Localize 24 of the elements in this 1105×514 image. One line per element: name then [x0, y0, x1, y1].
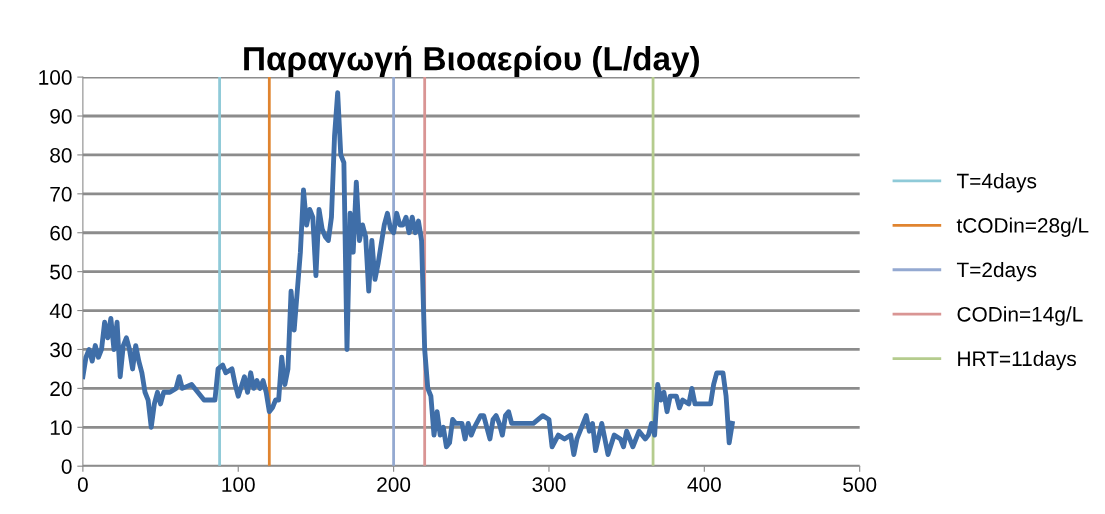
x-tick-label: 100 — [222, 477, 255, 492]
x-tick-label: 0 — [77, 477, 88, 492]
legend-label: T=4days — [956, 173, 1037, 193]
x-tick-label: 200 — [377, 477, 411, 492]
y-tick-label: 100 — [39, 70, 72, 85]
y-tick-label: 90 — [50, 109, 72, 124]
y-tick-label: 70 — [50, 186, 72, 202]
legend-label: tCODin=28g/L — [956, 217, 1089, 237]
x-tick-label: 300 — [532, 477, 566, 492]
y-tick-label: 40 — [49, 303, 72, 319]
chart-title: Παραγωγή Βιοαερίου (L/day) — [244, 45, 699, 78]
legend-label: T=2days — [956, 261, 1037, 282]
legend-label: CODin=14g/L — [957, 306, 1083, 326]
y-tick-label: 0 — [61, 459, 72, 474]
y-tick-label: 80 — [50, 147, 72, 163]
y-tick-label: 20 — [50, 381, 72, 397]
y-tick-label: 60 — [50, 225, 72, 241]
line-series — [82, 90, 735, 457]
y-tick-label: 50 — [50, 264, 72, 280]
x-tick-label: 400 — [687, 477, 721, 492]
y-tick-label: 10 — [50, 420, 72, 436]
x-tick-label: 500 — [843, 477, 877, 492]
y-tick-label: 30 — [50, 342, 72, 358]
legend-label: HRT=11days — [958, 350, 1076, 371]
